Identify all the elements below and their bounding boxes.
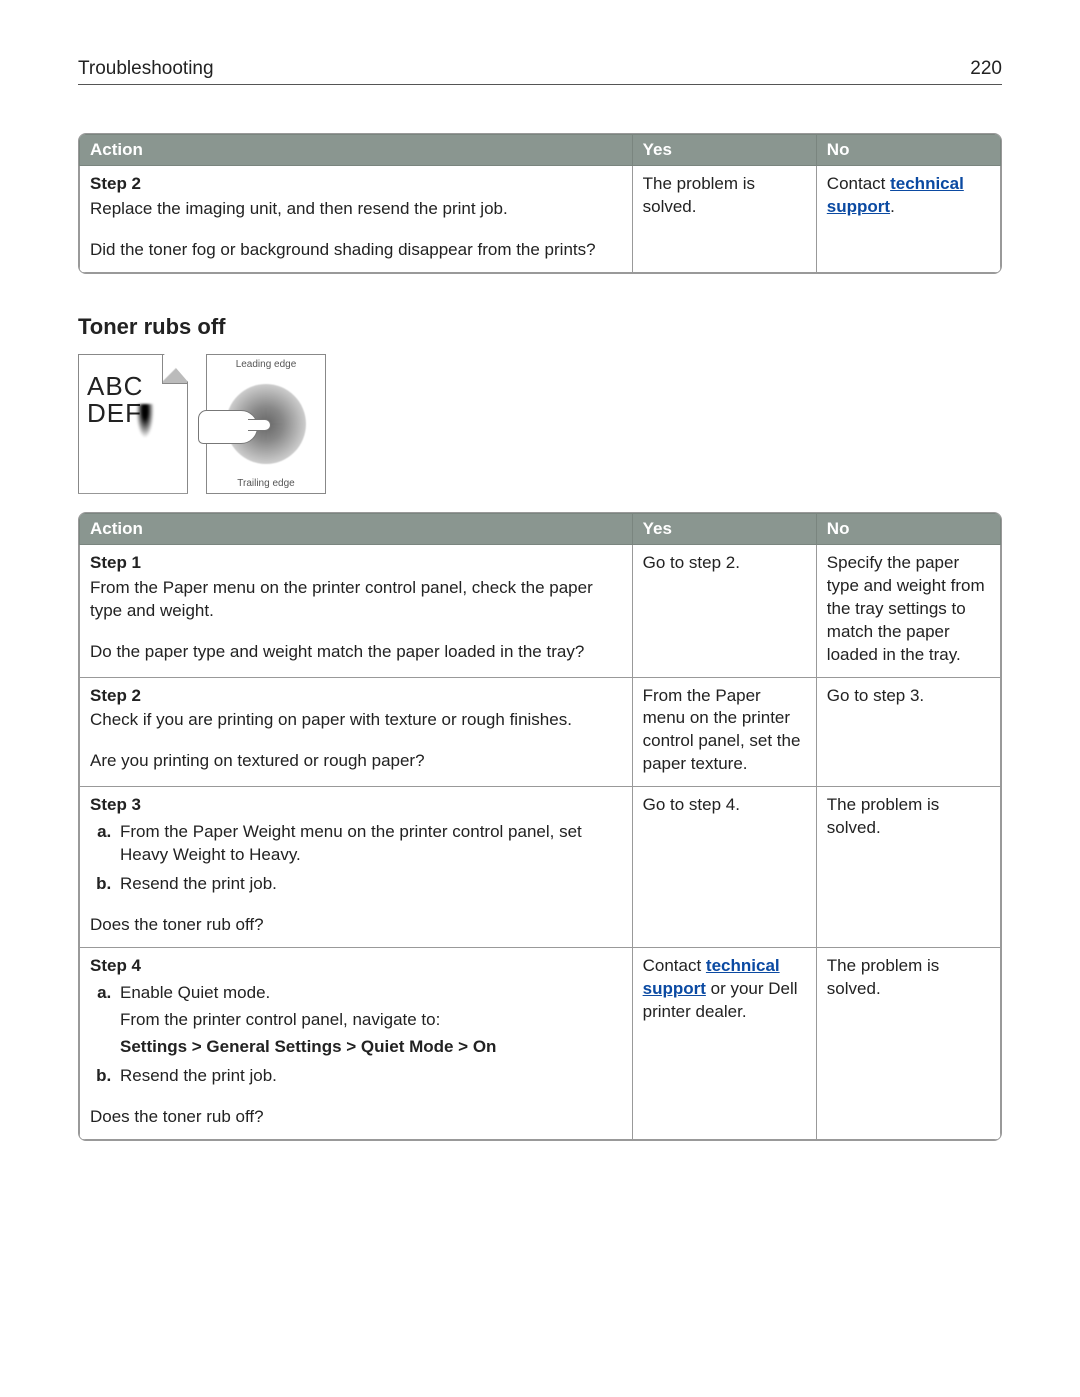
cell-yes: From the Paper menu on the printer contr… (632, 677, 816, 787)
step-question: Are you printing on textured or rough pa… (90, 750, 622, 773)
yes-prefix: Contact (643, 956, 706, 975)
table-2-wrap: Action Yes No Step 1 From the Paper menu… (78, 512, 1002, 1141)
section-heading: Toner rubs off (78, 314, 1002, 340)
abc-line2: DEF (87, 398, 142, 428)
step-question: Does the toner rub off? (90, 914, 622, 937)
col-header-action: Action (80, 135, 633, 166)
smudge-icon (136, 404, 154, 438)
step-question: Did the toner fog or background shading … (90, 239, 622, 262)
page-number: 220 (970, 58, 1002, 80)
step-body: From the Paper menu on the printer contr… (90, 578, 593, 620)
substep-a-text: Enable Quiet mode. (120, 983, 270, 1002)
illustration-rub-test: Leading edge Trailing edge (206, 354, 326, 494)
substep-a-detail: From the printer control panel, navigate… (120, 1009, 622, 1032)
illustration-smudged-page: ABC DEF (78, 354, 188, 494)
cell-yes: Go to step 4. (632, 787, 816, 948)
step-question: Does the toner rub off? (90, 1106, 622, 1129)
substep-b: Resend the print job. (116, 873, 622, 896)
table-row: Action Yes No (80, 513, 1001, 544)
table-row: Step 3 From the Paper Weight menu on the… (80, 787, 1001, 948)
cell-action: Step 3 From the Paper Weight menu on the… (80, 787, 633, 948)
troubleshoot-table-1: Action Yes No Step 2 Replace the imaging… (79, 134, 1001, 273)
abc-line1: ABC (87, 371, 143, 401)
substeps: From the Paper Weight menu on the printe… (90, 821, 622, 896)
cell-no: Go to step 3. (816, 677, 1000, 787)
step-label: Step 1 (90, 552, 622, 575)
illustration-row: ABC DEF Leading edge Trailing edge (78, 354, 1002, 494)
cell-action: Step 4 Enable Quiet mode. From the print… (80, 947, 633, 1139)
col-header-yes: Yes (632, 513, 816, 544)
table-row: Step 4 Enable Quiet mode. From the print… (80, 947, 1001, 1139)
cell-action: Step 2 Replace the imaging unit, and the… (80, 166, 633, 273)
col-header-action: Action (80, 513, 633, 544)
cell-yes: The problem is solved. (632, 166, 816, 273)
step-label: Step 2 (90, 685, 622, 708)
no-suffix: . (890, 197, 895, 216)
step-label: Step 3 (90, 794, 622, 817)
table-row: Step 2 Check if you are printing on pape… (80, 677, 1001, 787)
troubleshoot-table-2: Action Yes No Step 1 From the Paper menu… (79, 513, 1001, 1140)
substep-a: From the Paper Weight menu on the printe… (116, 821, 622, 867)
step-body: Replace the imaging unit, and then resen… (90, 199, 508, 218)
cell-yes: Contact technical support or your Dell p… (632, 947, 816, 1139)
leading-edge-label: Leading edge (236, 359, 297, 370)
section-name: Troubleshooting (78, 58, 214, 80)
hand-icon (198, 410, 258, 444)
table-row: Action Yes No (80, 135, 1001, 166)
abc-text: ABC DEF (87, 373, 179, 438)
table-row: Step 1 From the Paper menu on the printe… (80, 544, 1001, 677)
step-question: Do the paper type and weight match the p… (90, 641, 622, 664)
cell-no: The problem is solved. (816, 947, 1000, 1139)
nav-path: Settings > General Settings > Quiet Mode… (120, 1036, 622, 1059)
table-1-wrap: Action Yes No Step 2 Replace the imaging… (78, 133, 1002, 274)
cell-no: Contact technical support. (816, 166, 1000, 273)
cell-action: Step 2 Check if you are printing on pape… (80, 677, 633, 787)
col-header-no: No (816, 513, 1000, 544)
col-header-no: No (816, 135, 1000, 166)
running-header: Troubleshooting 220 (78, 58, 1002, 85)
trailing-edge-label: Trailing edge (237, 478, 294, 489)
substep-a: Enable Quiet mode. From the printer cont… (116, 982, 622, 1059)
cell-no: Specify the paper type and weight from t… (816, 544, 1000, 677)
page: Troubleshooting 220 Action Yes No Step 2… (0, 0, 1080, 1201)
step-label: Step 2 (90, 173, 622, 196)
step-label: Step 4 (90, 955, 622, 978)
substeps: Enable Quiet mode. From the printer cont… (90, 982, 622, 1088)
table-row: Step 2 Replace the imaging unit, and the… (80, 166, 1001, 273)
cell-action: Step 1 From the Paper menu on the printe… (80, 544, 633, 677)
step-body: Check if you are printing on paper with … (90, 710, 572, 729)
no-prefix: Contact (827, 174, 890, 193)
substep-b: Resend the print job. (116, 1065, 622, 1088)
cell-yes: Go to step 2. (632, 544, 816, 677)
col-header-yes: Yes (632, 135, 816, 166)
cell-no: The problem is solved. (816, 787, 1000, 948)
